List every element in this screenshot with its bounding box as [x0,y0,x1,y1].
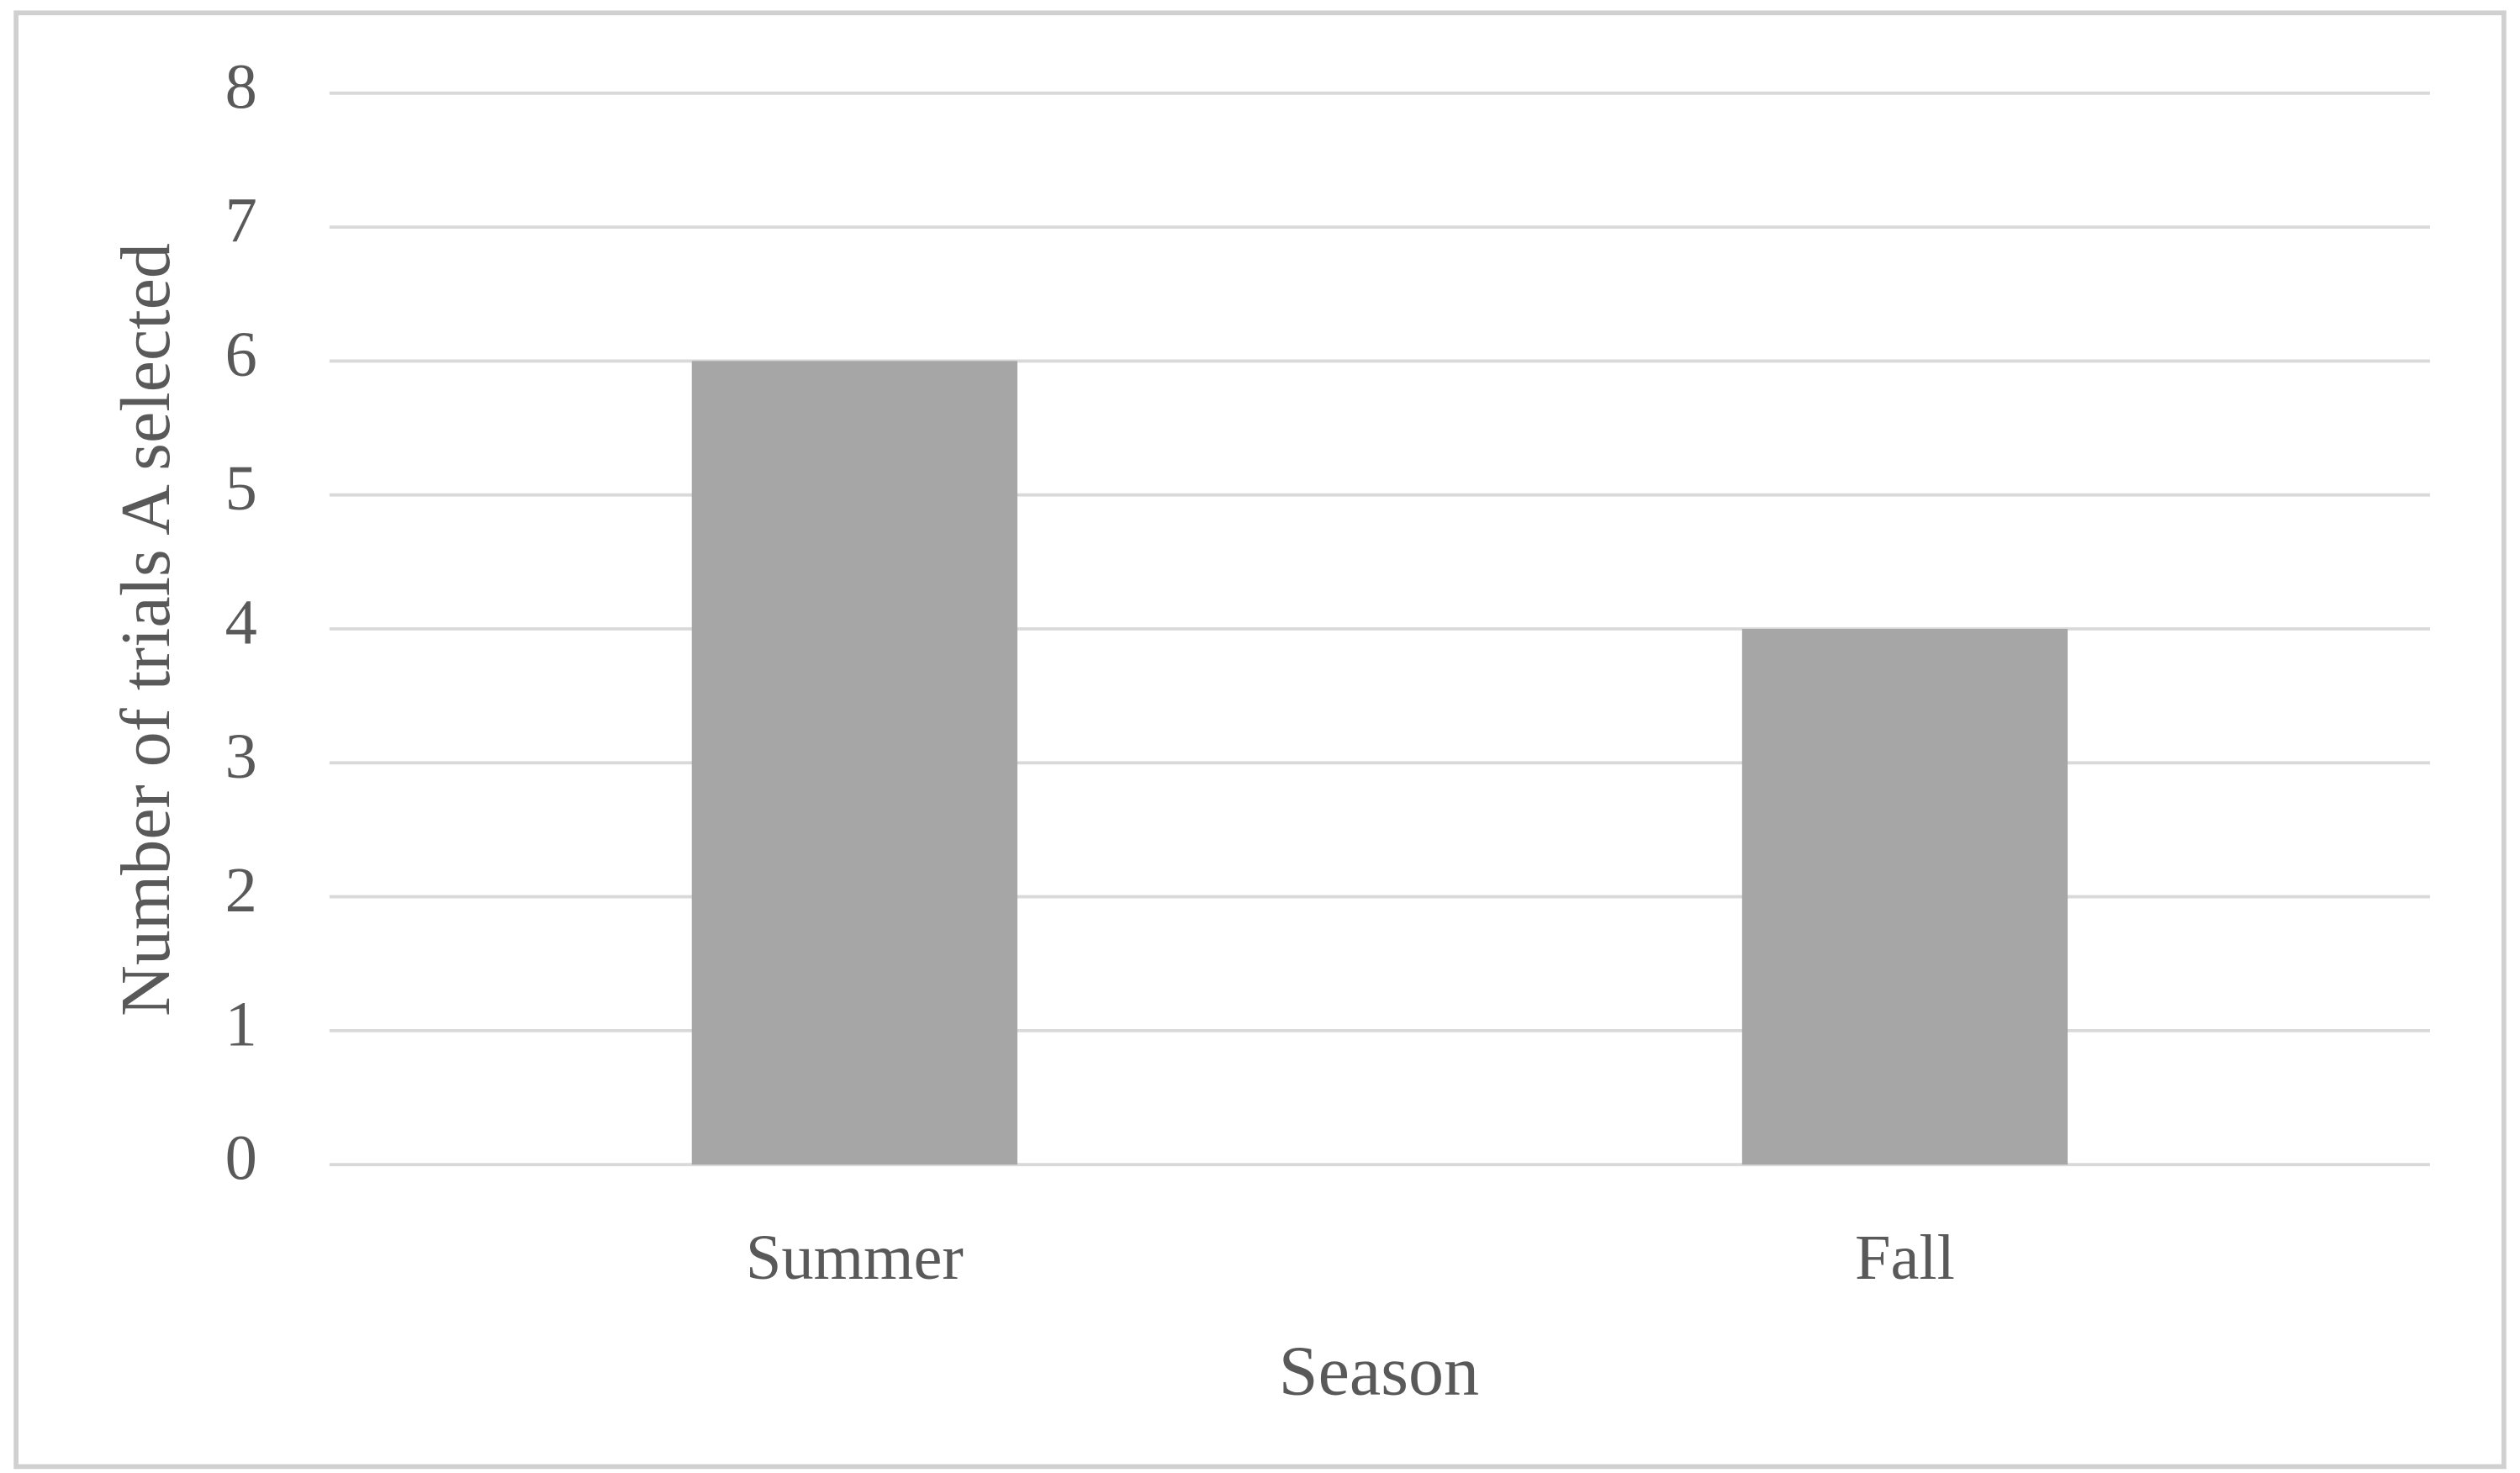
y-tick-label: 3 [225,721,257,792]
y-tick-label: 4 [225,587,257,658]
x-tick-label: Fall [1855,1222,1955,1293]
y-axis-title: Number of trials A selected [107,243,185,1016]
y-tick-label: 1 [225,988,257,1059]
bar [1741,628,2068,1165]
chart-border [13,10,2507,1470]
x-tick-label: Summer [746,1222,964,1293]
y-tick-label: 0 [225,1122,257,1194]
x-axis-title: Season [1279,1333,1479,1411]
y-tick-label: 2 [225,854,257,926]
y-tick-label: 5 [225,452,257,524]
y-tick-label: 7 [225,185,257,256]
bar [691,361,1017,1165]
y-tick-label: 8 [225,50,257,122]
y-tick-label: 6 [225,319,257,390]
